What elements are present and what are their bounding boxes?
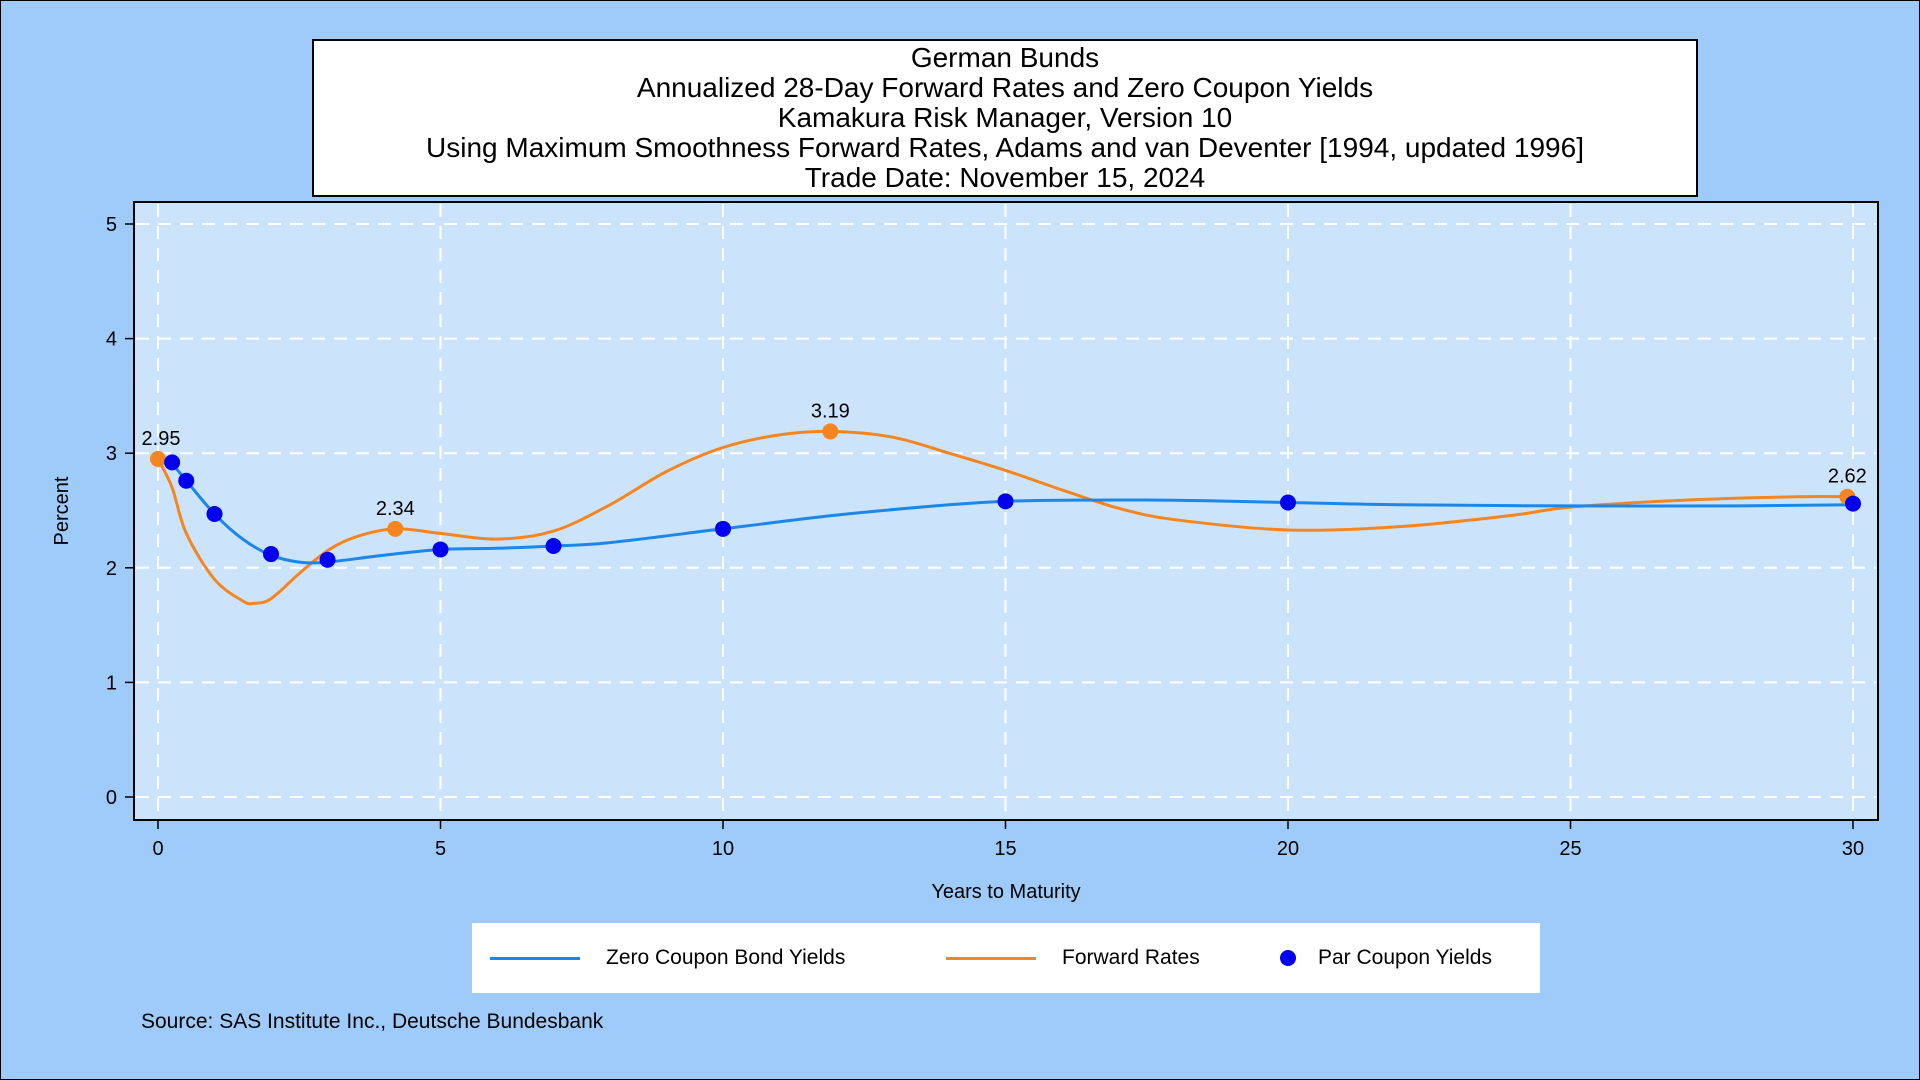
x-tick-label-2: 10 <box>712 838 734 860</box>
y-tick-label-0: 0 <box>106 787 117 809</box>
chart-title-line-1: German Bunds <box>910 42 1100 73</box>
par-coupon-point-6 <box>545 538 562 555</box>
y-tick-label-2: 2 <box>106 558 117 580</box>
par-coupon-point-2 <box>206 505 223 522</box>
legend-item-par-coupon: Par Coupon Yields <box>1280 923 1492 993</box>
x-tick-label-4: 20 <box>1277 838 1299 860</box>
legend-label-par-coupon: Par Coupon Yields <box>1318 946 1492 969</box>
par-coupon-point-0 <box>164 454 181 471</box>
chart-title-box: German Bunds Annualized 28-Day Forward R… <box>312 39 1698 197</box>
legend: Zero Coupon Bond Yields Forward Rates Pa… <box>472 923 1540 993</box>
chart-title-line-3: Kamakura Risk Manager, Version 10 <box>777 102 1233 133</box>
legend-label-zero-coupon: Zero Coupon Bond Yields <box>606 946 846 969</box>
par-coupon-point-4 <box>319 551 336 568</box>
legend-swatch-forward-rates <box>946 956 1036 960</box>
y-axis-label: Percent <box>51 476 73 545</box>
x-axis-label: Years to Maturity <box>931 881 1080 903</box>
forward-rate-point-0 <box>150 450 166 467</box>
chart-title-line-2: Annualized 28-Day Forward Rates and Zero… <box>636 72 1374 103</box>
y-tick-label-1: 1 <box>106 672 117 694</box>
par-coupon-point-5 <box>432 541 449 558</box>
forward-rates-line <box>156 429 1854 606</box>
legend-label-forward-rates: Forward Rates <box>1062 946 1200 969</box>
x-tick-label-5: 25 <box>1559 838 1581 860</box>
x-tick-label-3: 15 <box>994 838 1016 860</box>
y-tick-label-4: 4 <box>106 329 117 351</box>
x-tick-label-1: 5 <box>435 838 446 860</box>
forward-rate-data-label-2: 3.19 <box>811 400 850 422</box>
source-note: Source: SAS Institute Inc., Deutsche Bun… <box>141 1010 604 1033</box>
x-tick-label-0: 0 <box>152 838 163 860</box>
forward-rate-data-label-1: 2.34 <box>376 498 415 520</box>
par-coupon-point-8 <box>997 493 1014 510</box>
chart-title-line-5: Trade Date: November 15, 2024 <box>804 162 1206 193</box>
x-tick-label-6: 30 <box>1842 838 1864 860</box>
y-tick-label-3: 3 <box>106 443 117 465</box>
forward-rate-point-2 <box>822 423 839 440</box>
forward-rate-point-1 <box>387 520 404 537</box>
chart-title-line-4: Using Maximum Smoothness Forward Rates, … <box>426 132 1584 163</box>
forward-rate-data-label-0: 2.95 <box>142 428 181 450</box>
legend-item-zero-coupon: Zero Coupon Bond Yields <box>490 923 845 993</box>
y-tick-label-5: 5 <box>106 214 117 236</box>
legend-swatch-zero-coupon <box>490 956 580 960</box>
par-coupon-point-9 <box>1280 494 1296 511</box>
legend-swatch-par-coupon <box>1280 950 1296 966</box>
par-coupon-point-7 <box>715 520 731 537</box>
par-coupon-point-3 <box>263 546 279 563</box>
par-coupon-point-10 <box>1845 495 1861 512</box>
par-coupon-point-1 <box>178 472 195 489</box>
forward-rate-data-label-3: 2.62 <box>1828 466 1867 488</box>
legend-item-forward-rates: Forward Rates <box>946 923 1200 993</box>
